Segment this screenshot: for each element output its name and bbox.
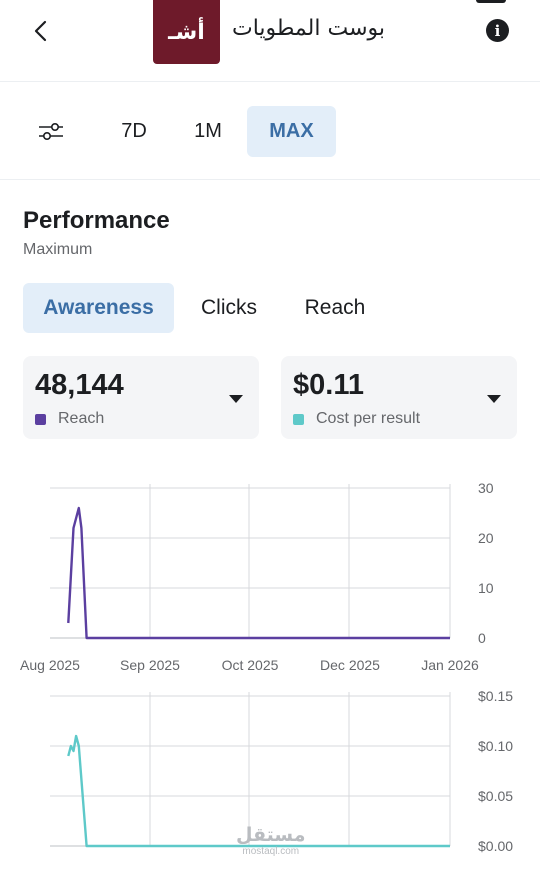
- range-1m-button[interactable]: 1M: [194, 120, 222, 142]
- y-tick-label: 20: [478, 530, 494, 546]
- sliders-icon: [39, 122, 63, 141]
- metric-label: Cost per result: [316, 410, 421, 427]
- watermark: مستقل mostaql.com: [236, 826, 306, 857]
- metric-card-cost-per-result[interactable]: $0.11 Cost per result: [281, 356, 517, 439]
- y-tick-label: $0.10: [478, 738, 513, 754]
- date-range-bar: 7D 1M MAX: [0, 82, 540, 180]
- x-tick-label: Dec 2025: [320, 657, 380, 673]
- x-tick-label: Aug 2025: [20, 657, 80, 673]
- status-indicator: [476, 0, 506, 3]
- metric-label: Reach: [58, 410, 105, 427]
- caret-down-icon[interactable]: [229, 395, 243, 403]
- range-max-button[interactable]: MAX: [247, 106, 336, 157]
- back-button[interactable]: [26, 14, 56, 48]
- y-tick-label: $0.05: [478, 788, 513, 804]
- metric-value: $0.11: [293, 369, 364, 401]
- series-line: [67, 734, 450, 848]
- watermark-latin: mostaql.com: [242, 846, 300, 857]
- range-7d-button[interactable]: 7D: [121, 120, 147, 142]
- watermark-arabic: مستقل: [236, 824, 306, 846]
- metric-legend: Cost per result: [293, 410, 420, 428]
- metric-value: 48,144: [35, 369, 124, 401]
- y-tick-label: $0.15: [478, 688, 513, 704]
- info-glyph: i: [494, 21, 501, 40]
- caret-down-icon[interactable]: [487, 395, 501, 403]
- x-tick-label: Sep 2025: [120, 657, 180, 673]
- info-icon[interactable]: i: [486, 19, 509, 42]
- page-title: بوست المطويات: [231, 16, 385, 41]
- chevron-left-icon: [34, 20, 47, 42]
- legend-swatch: [293, 413, 304, 425]
- metric-legend: Reach: [35, 410, 104, 428]
- x-tick-label: Oct 2025: [222, 657, 279, 673]
- page-avatar: أشـ: [153, 0, 220, 64]
- tab-clicks[interactable]: Clicks: [201, 296, 257, 319]
- y-tick-label: 30: [478, 480, 494, 496]
- y-tick-label: 10: [478, 580, 494, 596]
- tab-reach[interactable]: Reach: [304, 296, 366, 319]
- y-tick-label: $0.00: [478, 838, 513, 854]
- reach-line-chart: 0 10 20 30 Aug 2025 Sep 2025 Oct 2025 Dec 2025…: [20, 480, 494, 673]
- filter-button[interactable]: [37, 120, 65, 144]
- section-title: Performance: [23, 207, 170, 234]
- metric-card-reach[interactable]: 48,144 Reach: [23, 356, 259, 439]
- y-tick-label: 0: [478, 630, 486, 646]
- series-line: [67, 506, 450, 640]
- top-header: أشـ بوست المطويات i: [0, 0, 540, 82]
- logo-text: أشـ: [168, 19, 205, 45]
- tab-awareness[interactable]: Awareness: [23, 283, 174, 333]
- section-subtitle: Maximum: [23, 241, 93, 258]
- x-tick-label: Jan 2026: [421, 657, 479, 673]
- legend-swatch: [35, 413, 46, 425]
- cost-per-result-line-chart: $0.00 $0.05 $0.10 $0.15: [50, 688, 513, 854]
